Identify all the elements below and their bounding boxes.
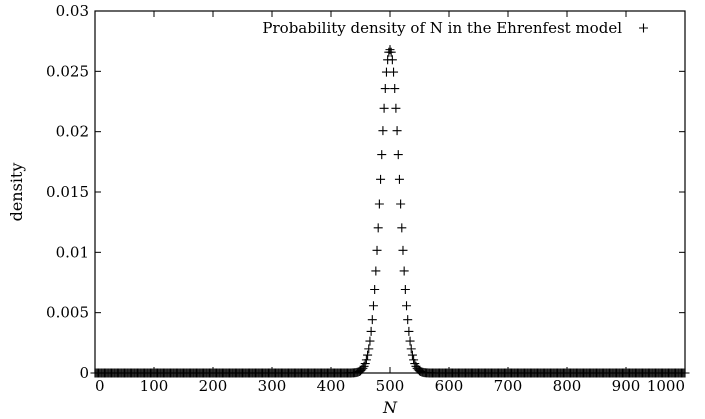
data-point [386, 47, 396, 57]
data-point [361, 355, 371, 365]
data-point [360, 359, 370, 369]
data-point [409, 355, 419, 365]
y-tick-label: 0.025 [46, 62, 89, 80]
x-tick-label: 300 [258, 377, 287, 395]
legend: Probability density of N in the Ehrenfes… [262, 19, 648, 37]
data-point [372, 245, 382, 255]
data-point [380, 84, 390, 94]
data-point [405, 336, 415, 346]
x-tick-label: 200 [199, 377, 228, 395]
y-axis-label: density [7, 163, 26, 222]
x-tick-label: 100 [140, 377, 169, 395]
data-point [358, 363, 368, 373]
data-point [385, 45, 395, 55]
data-point [368, 301, 378, 311]
x-tick-label: 1000 [647, 377, 685, 395]
data-point [680, 368, 690, 378]
x-axis-label: N [382, 398, 398, 417]
data-point [403, 315, 413, 325]
x-tick-label: 900 [612, 377, 641, 395]
data-point [404, 326, 414, 336]
data-point [390, 84, 400, 94]
y-tick-label: 0.015 [46, 183, 89, 201]
axis-ticks: 0 100 200 300 400 500 600 700 800 900 1000 0 0.005 0.… [46, 2, 686, 395]
data-point [378, 126, 388, 136]
data-point [377, 150, 387, 160]
legend-marker [639, 23, 648, 33]
data-point [394, 174, 404, 184]
legend-entry-label: Probability density of N in the Ehrenfes… [262, 19, 622, 37]
data-points [90, 45, 690, 378]
data-point [376, 174, 386, 184]
data-point [406, 344, 416, 354]
x-tick-label: 700 [494, 377, 523, 395]
data-point [392, 126, 402, 136]
x-tick-label: 0 [95, 377, 105, 395]
y-tick-label: 0.03 [56, 2, 89, 20]
data-point [374, 199, 384, 209]
data-point [399, 266, 409, 276]
x-tick-label: 800 [553, 377, 582, 395]
y-tick-label: 0.02 [56, 123, 89, 141]
data-point [393, 150, 403, 160]
y-tick-label: 0.01 [56, 243, 89, 261]
data-point [365, 336, 375, 346]
plot-frame [94, 10, 686, 374]
data-point [391, 103, 401, 113]
data-point [396, 199, 406, 209]
data-point [397, 223, 407, 233]
data-point [400, 284, 410, 294]
data-point [371, 266, 381, 276]
x-tick-label: 600 [435, 377, 464, 395]
data-point [379, 103, 389, 113]
x-tick-label: 400 [317, 377, 346, 395]
data-point [387, 55, 397, 65]
data-point [398, 245, 408, 255]
data-point [364, 344, 374, 354]
data-point [389, 67, 399, 77]
y-tick-label: 0 [79, 364, 89, 382]
data-point [370, 284, 380, 294]
data-point [407, 350, 417, 360]
data-point [363, 350, 373, 360]
data-point [366, 326, 376, 336]
data-point [373, 223, 383, 233]
x-tick-label: 500 [376, 377, 405, 395]
y-tick-label: 0.005 [46, 304, 89, 322]
data-point [367, 315, 377, 325]
data-point [402, 301, 412, 311]
